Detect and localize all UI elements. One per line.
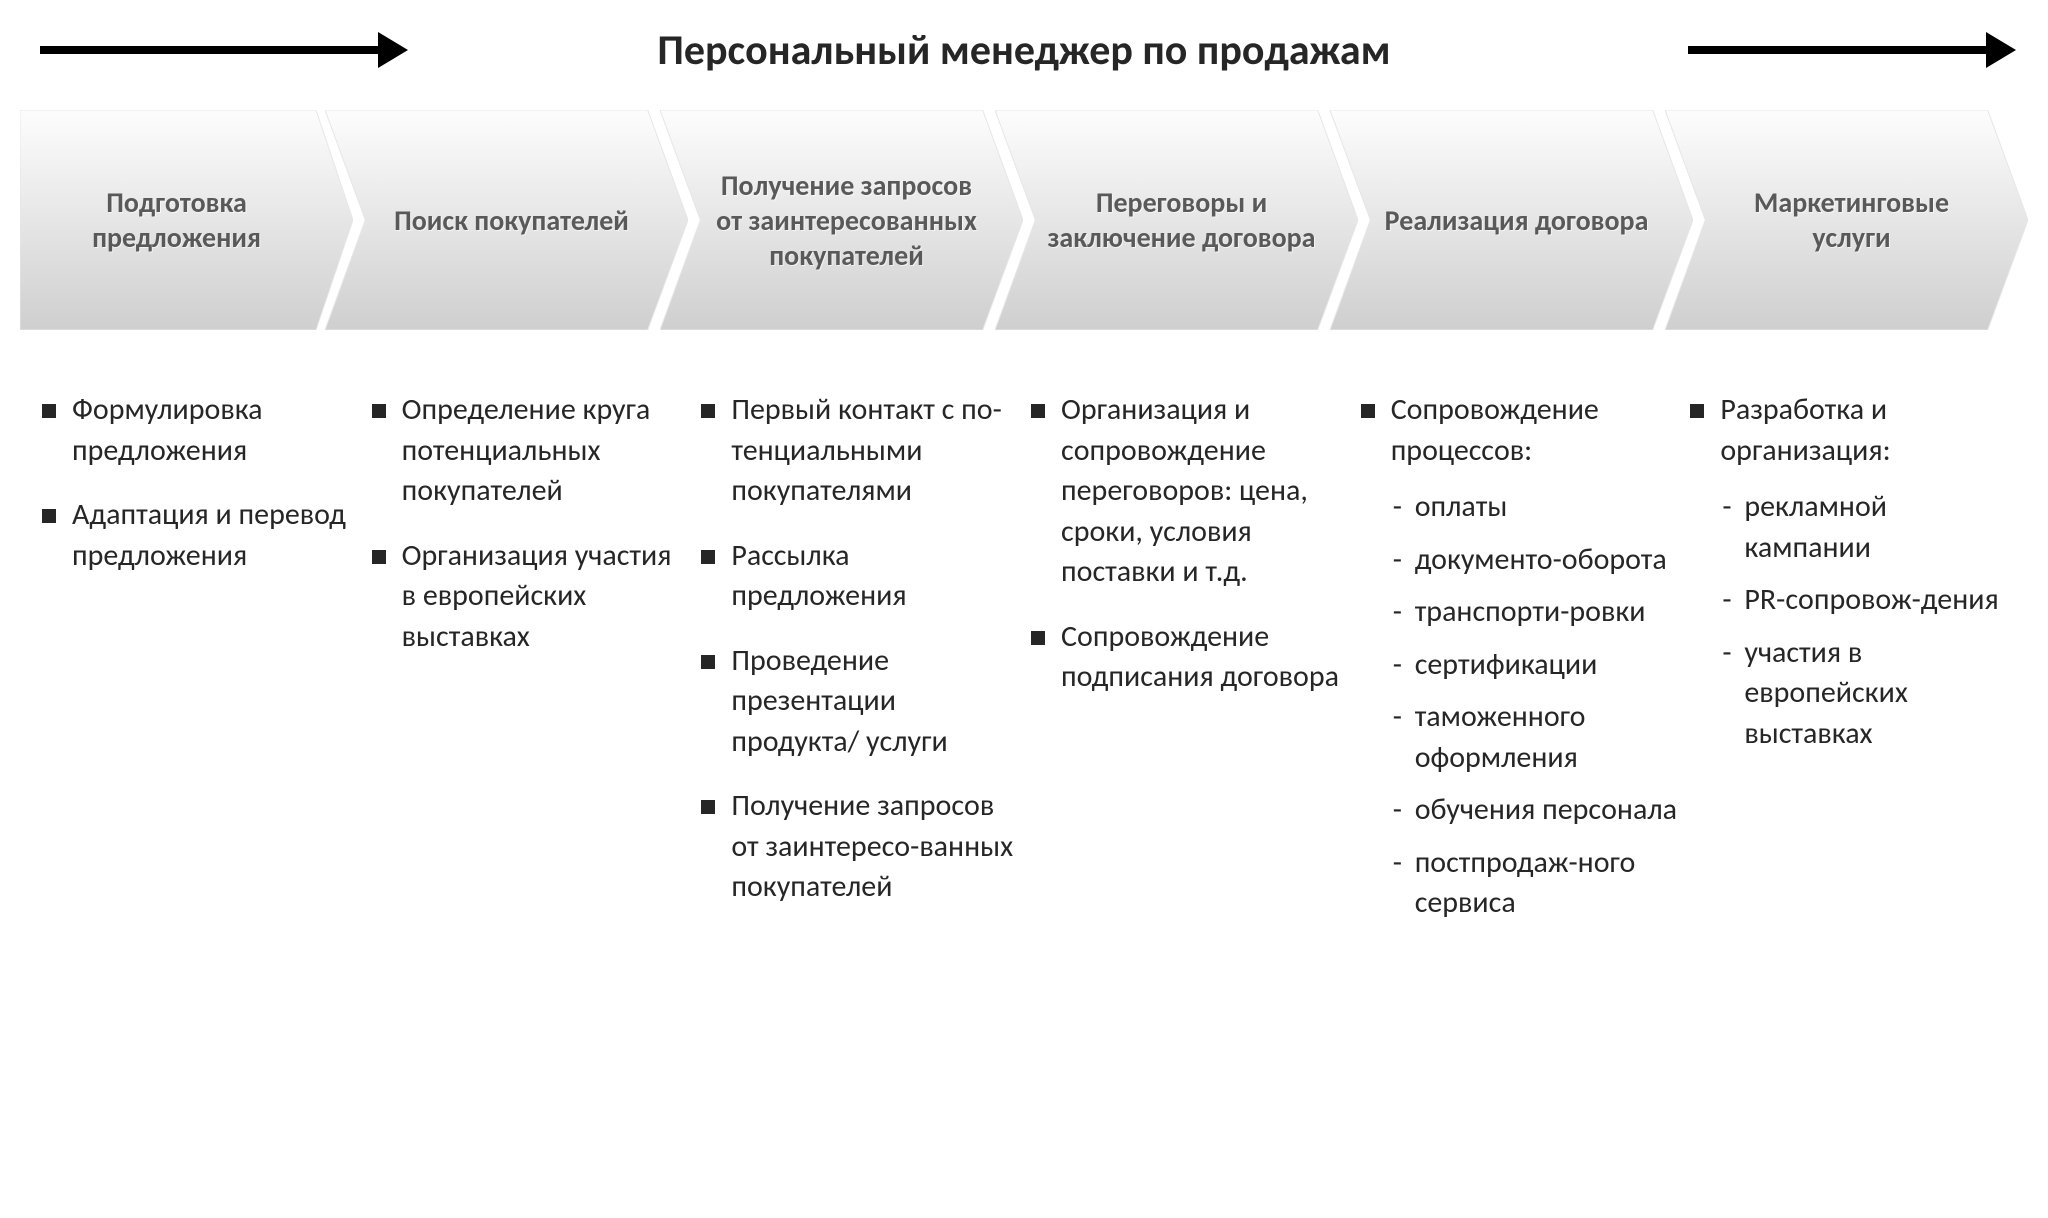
header-arrow-left-line [40, 46, 380, 54]
stage-column: Разработка и организация: рекламной кампа… [1688, 390, 2008, 948]
sub-item: транспорти-ровки [1391, 592, 1679, 633]
process-step: Маркетинговые услуги [1665, 110, 2028, 330]
sub-item: рекламной кампании [1720, 487, 2008, 568]
process-step-label: Реализация договора [1385, 203, 1649, 238]
bullet-item: Разработка и организация: рекламной кампа… [1688, 390, 2008, 754]
bullet-text: Первый контакт с по-тенциальными покупат… [731, 391, 1001, 509]
bullet-text: Формулировка предложения [72, 391, 263, 469]
stage-column: Сопровождение процессов: оплаты документо-… [1359, 390, 1679, 948]
bullet-text: Сопровождение процессов: [1391, 391, 1599, 469]
bullet-item: Получение запросов от заинтересо-ванных … [699, 786, 1019, 908]
bullet-item: Сопровождение процессов: оплаты документо-… [1359, 390, 1679, 924]
bullet-text: Рассылка предложения [731, 537, 906, 615]
sub-list: рекламной кампании PR-сопровож-дения участ… [1720, 487, 2008, 754]
bullet-item: Формулировка предложения [40, 390, 360, 471]
bullet-item: Рассылка предложения [699, 536, 1019, 617]
header-arrow-left-head [378, 32, 408, 68]
process-step-label: Переговоры и заключение договора [1045, 185, 1318, 255]
process-step: Переговоры и заключение договора [995, 110, 1358, 330]
bullet-item: Определение круга потенциальных покупате… [370, 390, 690, 512]
process-step-label: Получение запросов от заинтересованных п… [710, 168, 983, 273]
process-step-label: Маркетинговые услуги [1715, 185, 1988, 255]
process-step: Получение запросов от заинтересованных п… [660, 110, 1023, 330]
stage-column: Формулировка предложения Адаптация и пере… [40, 390, 360, 948]
stage-column: Определение круга потенциальных покупате… [370, 390, 690, 948]
sub-item: обучения персонала [1391, 790, 1679, 831]
bullet-item: Организация участия в европейских выстав… [370, 536, 690, 658]
stage-column: Первый контакт с по-тенциальными покупат… [699, 390, 1019, 948]
page-title: Персональный менеджер по продажам [657, 25, 1390, 76]
process-step: Реализация договора [1330, 110, 1693, 330]
process-chevrons: Подготовка предложения Поиск покупателей П… [20, 110, 2028, 330]
bullet-text: Проведение презентации продукта/ услуги [731, 642, 947, 760]
bullet-text: Получение запросов от заинтересо-ванных … [731, 787, 1013, 905]
sub-item: участия в европейских выставках [1720, 633, 2008, 755]
bullet-list: Организация и сопровождение переговоров:… [1029, 390, 1349, 698]
process-step-label: Поиск покупателей [394, 203, 629, 238]
bullet-text: Сопровождение подписания договора [1061, 618, 1339, 696]
sub-item: оплаты [1391, 487, 1679, 528]
process-step: Подготовка предложения [20, 110, 353, 330]
sub-item: документо-оборота [1391, 540, 1679, 581]
bullet-item: Проведение презентации продукта/ услуги [699, 641, 1019, 763]
bullet-text: Адаптация и перевод предложения [72, 496, 346, 574]
bullet-text: Организация и сопровождение переговоров:… [1061, 391, 1308, 590]
bullet-text: Разработка и организация: [1720, 391, 1890, 469]
bullet-list: Разработка и организация: рекламной кампа… [1688, 390, 2008, 754]
header-arrow-right-line [1688, 46, 1988, 54]
process-step-label: Подготовка предложения [40, 185, 313, 255]
sub-list: оплаты документо-оборота транспорти-ровки с… [1391, 487, 1679, 924]
bullet-list: Первый контакт с по-тенциальными покупат… [699, 390, 1019, 908]
bullet-item: Адаптация и перевод предложения [40, 495, 360, 576]
sub-item: таможенного оформления [1391, 697, 1679, 778]
bullet-item: Организация и сопровождение переговоров:… [1029, 390, 1349, 593]
bullet-list: Формулировка предложения Адаптация и пере… [40, 390, 360, 576]
header: Персональный менеджер по продажам [30, 20, 2018, 80]
header-arrow-right-head [1986, 32, 2016, 68]
bullet-item: Сопровождение подписания договора [1029, 617, 1349, 698]
process-step: Поиск покупателей [325, 110, 688, 330]
sub-item: сертификации [1391, 645, 1679, 686]
detail-columns: Формулировка предложения Адаптация и пере… [30, 390, 2018, 948]
bullet-list: Определение круга потенциальных покупате… [370, 390, 690, 657]
sub-item: постпродаж-ного сервиса [1391, 843, 1679, 924]
bullet-text: Определение круга потенциальных покупате… [402, 391, 651, 509]
bullet-text: Организация участия в европейских выстав… [402, 537, 672, 655]
sub-item: PR-сопровож-дения [1720, 580, 2008, 621]
bullet-item: Первый контакт с по-тенциальными покупат… [699, 390, 1019, 512]
stage-column: Организация и сопровождение переговоров:… [1029, 390, 1349, 948]
bullet-list: Сопровождение процессов: оплаты документо-… [1359, 390, 1679, 924]
